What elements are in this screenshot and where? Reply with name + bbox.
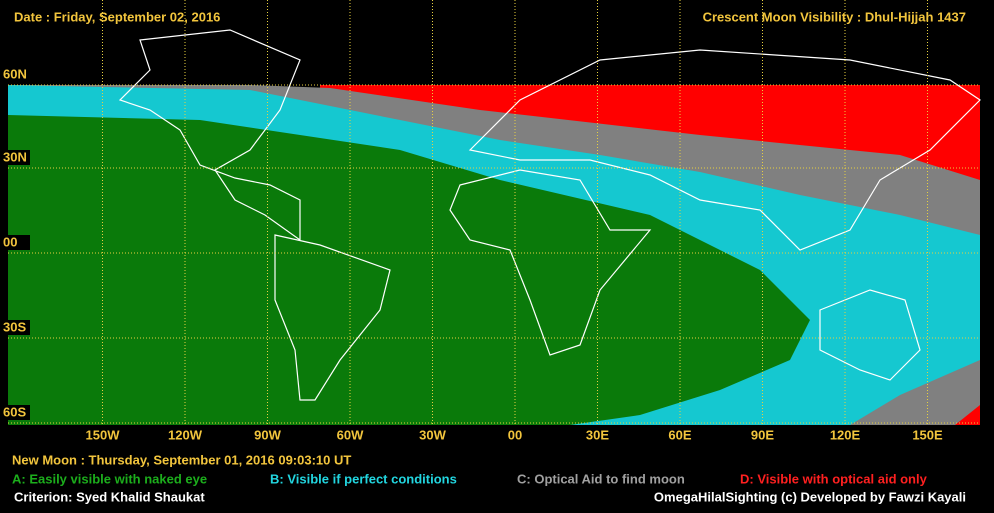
africa [449,169,652,356]
lon-label: 60W [337,427,364,442]
new-moon: New Moon : Thursday, September 01, 2016 … [12,452,351,467]
criterion: Criterion: Syed Khalid Shaukat [14,489,205,504]
visibility-zones [8,85,980,425]
north-america [118,29,301,242]
lat-label: 30N [3,149,27,164]
zone-a [8,115,810,425]
credit: OmegaHilalSighting (c) Developed by Fawz… [654,489,966,504]
lat-label: 60S [3,404,26,419]
south-america [274,234,391,401]
legend-b: B: Visible if perfect conditions [270,471,457,486]
lat-label: 60N [3,66,27,81]
lon-label: 120W [168,427,203,442]
lat-label-bg [0,150,30,165]
title: Crescent Moon Visibility : Dhul-Hijjah 1… [703,9,966,24]
lat-label-bg [0,67,30,82]
lon-label: 90W [254,427,281,442]
lat-label-bg [0,235,30,250]
lon-label: 30E [586,427,609,442]
eurasia [468,49,981,251]
lat-label: 00 [3,234,17,249]
lat-label-bg [0,405,30,420]
australia [819,289,921,381]
lon-label: 30W [419,427,446,442]
lat-label-bg [0,320,30,335]
legend-d: D: Visible with optical aid only [740,471,928,486]
lat-label: 30S [3,319,26,334]
lon-label: 60E [668,427,691,442]
legend-c: C: Optical Aid to find moon [517,471,685,486]
legend-a: A: Easily visible with naked eye [12,471,207,486]
graticule: 60N 30N 00 30S 60S 150W 120W 90W 60W 30W 00 30E 60E 9… [0,0,980,443]
coastlines [118,29,981,401]
lon-label: 90E [751,427,774,442]
lon-label: 00 [508,427,522,442]
date: Date : Friday, September 02, 2016 [14,9,220,24]
lon-label: 150W [86,427,121,442]
lon-label: 150E [912,427,943,442]
lon-label: 120E [830,427,861,442]
